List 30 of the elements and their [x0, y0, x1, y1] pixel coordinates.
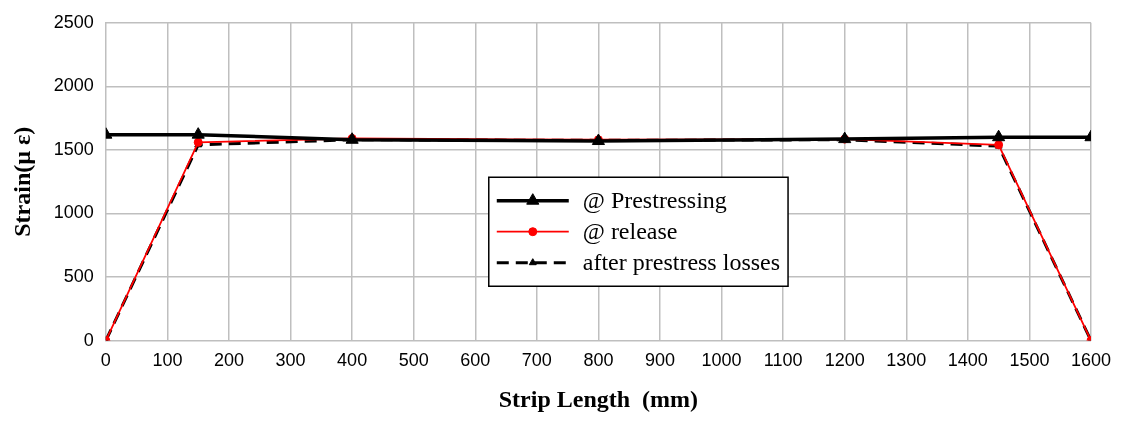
point [992, 129, 1006, 142]
y-tick-label: 1000 [53, 202, 94, 223]
y-axis-title: Strain(µ ε) [8, 126, 35, 237]
x-tick-label: 600 [460, 350, 491, 371]
x-tick-label: 1000 [701, 350, 742, 371]
legend-label: @ Prestressing [582, 187, 727, 213]
legend-label: after prestress losses [582, 249, 781, 275]
y-tick-label: 0 [83, 329, 94, 350]
x-tick-label: 0 [100, 350, 111, 371]
y-tick-label: 2500 [53, 11, 94, 32]
x-tick-label: 100 [152, 350, 183, 371]
legend-label: @ release [582, 218, 678, 244]
x-axis-title: Strip Length (mm) [498, 385, 699, 412]
x-tick-label: 1400 [947, 350, 988, 371]
y-tick-label: 500 [63, 266, 94, 287]
x-tick-label: 300 [275, 350, 306, 371]
x-tick-label: 1100 [763, 350, 803, 371]
x-tick-label: 1600 [1070, 350, 1111, 371]
x-tick-label: 900 [644, 350, 676, 371]
x-tick-label: 1500 [1009, 350, 1050, 371]
x-tick-label: 800 [583, 350, 614, 371]
x-tick-label: 1200 [824, 350, 865, 371]
point [191, 127, 205, 139]
x-tick-label: 500 [398, 350, 429, 371]
y-tick-label: 1500 [53, 138, 94, 159]
x-tick-label: 700 [521, 350, 552, 371]
x-tick-label: 400 [337, 350, 368, 371]
x-tick-label: 200 [213, 350, 245, 371]
y-tick-label: 2000 [53, 75, 94, 96]
x-tick-label: 1300 [886, 350, 927, 371]
